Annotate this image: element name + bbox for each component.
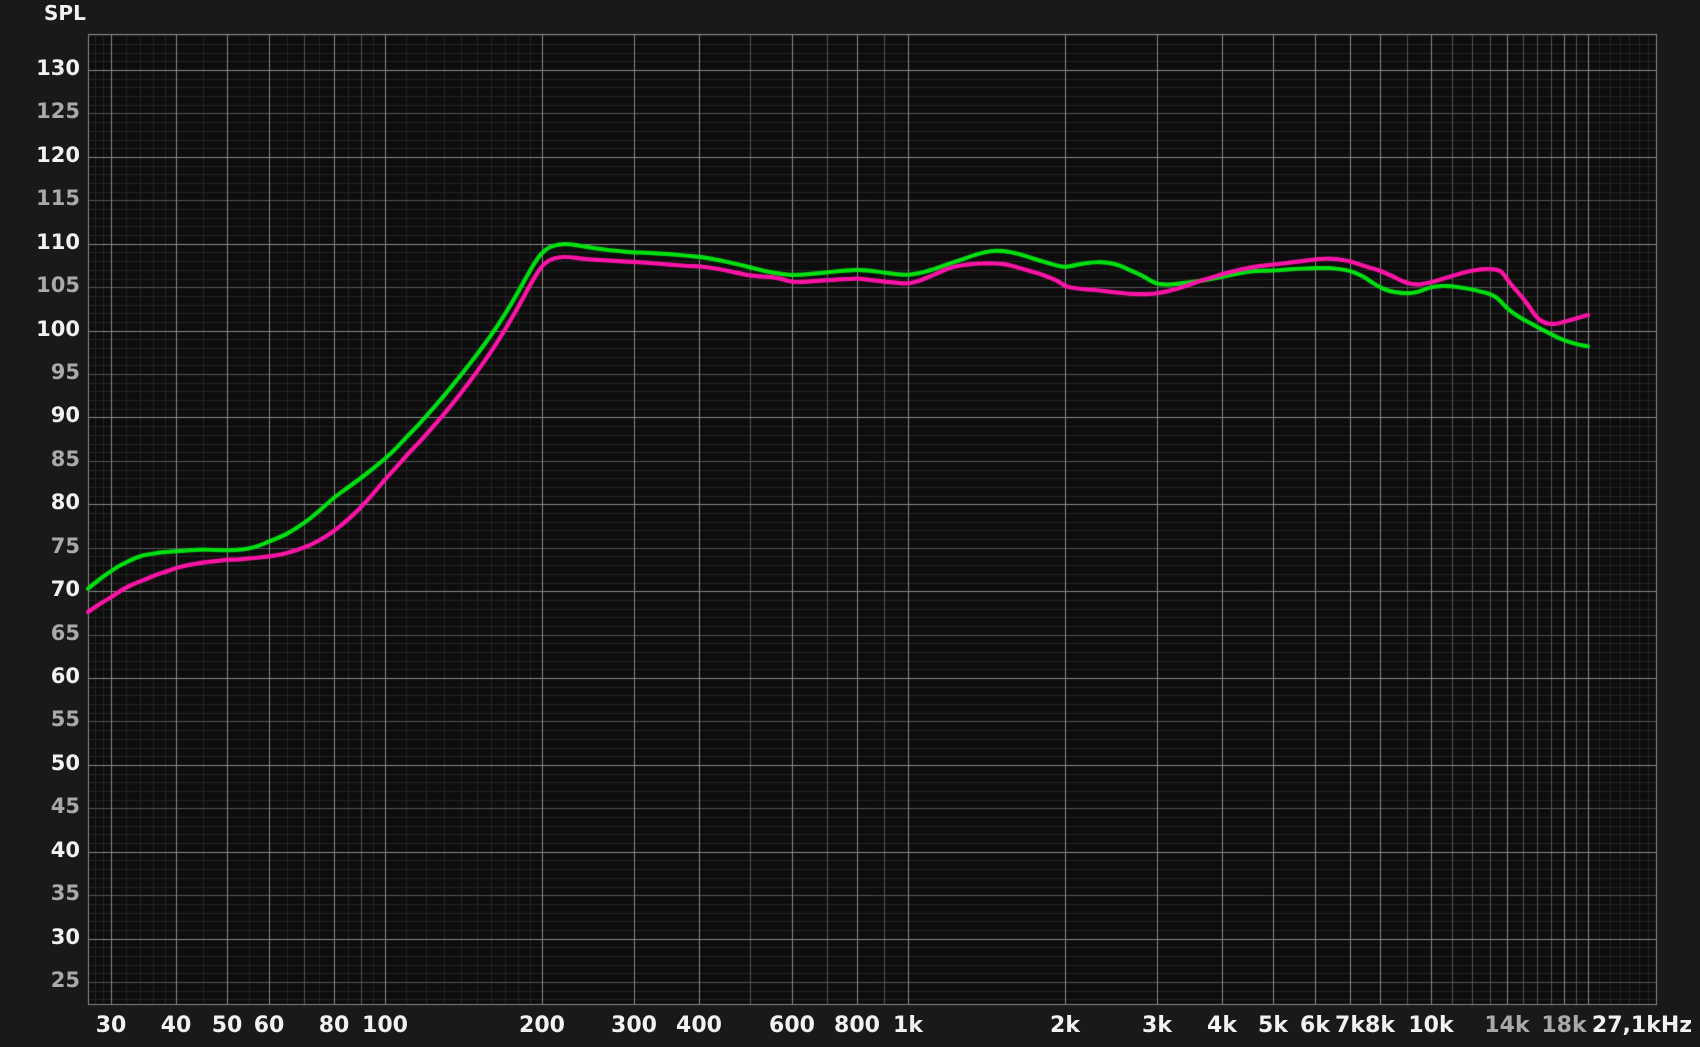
y-tick-label: 115	[36, 186, 80, 210]
x-tick-label: 8k	[1365, 1013, 1395, 1038]
x-tick-label: 300	[611, 1013, 657, 1038]
x-tick-label: 18k	[1541, 1013, 1587, 1038]
x-tick-label: 4k	[1207, 1013, 1237, 1038]
y-tick-label: 105	[36, 273, 80, 297]
x-tick-label: 30	[95, 1013, 127, 1038]
x-tick-label: 200	[519, 1013, 565, 1038]
x-tick-label: 80	[318, 1013, 350, 1038]
y-tick-label: 50	[50, 751, 80, 775]
x-tick-label: 50	[211, 1013, 243, 1038]
x-tick-label: 400	[676, 1013, 722, 1038]
y-tick-label: 55	[50, 707, 80, 731]
x-tick-label: 800	[834, 1013, 880, 1038]
y-tick-label: 110	[36, 230, 80, 254]
y-tick-label: 30	[50, 925, 80, 949]
y-tick-label: 130	[36, 56, 80, 80]
y-tick-label: 75	[50, 534, 80, 558]
y-axis-title: SPL	[44, 1, 86, 25]
y-tick-label: 120	[36, 143, 80, 167]
x-tick-label: 5k	[1258, 1013, 1288, 1038]
x-tick-label: 2k	[1050, 1013, 1080, 1038]
y-tick-label: 100	[36, 317, 80, 341]
y-tick-label: 80	[50, 490, 80, 514]
x-tick-label: 1k	[893, 1013, 923, 1038]
y-tick-label: 35	[50, 881, 80, 905]
y-tick-label: 40	[50, 838, 80, 862]
y-tick-label: 125	[36, 99, 80, 123]
y-tick-label: 60	[50, 664, 80, 688]
x-tick-label: 6k	[1300, 1013, 1330, 1038]
y-tick-label: 95	[50, 360, 80, 384]
y-tick-label: 25	[50, 968, 80, 992]
y-tick-label: 45	[50, 794, 80, 818]
x-tick-label: 40	[160, 1013, 192, 1038]
x-tick-label: 10k	[1408, 1013, 1454, 1038]
y-tick-label: 90	[50, 403, 80, 427]
y-tick-label: 65	[50, 621, 80, 645]
y-tick-label: 85	[50, 447, 80, 471]
x-tick-label: 27,1kHz	[1591, 1013, 1693, 1038]
x-tick-label: 60	[253, 1013, 285, 1038]
y-tick-label: 70	[50, 577, 80, 601]
x-tick-label: 600	[769, 1013, 815, 1038]
x-tick-label: 7k	[1335, 1013, 1365, 1038]
x-tick-label: 100	[362, 1013, 408, 1038]
x-tick-label: 3k	[1142, 1013, 1172, 1038]
x-tick-label: 14k	[1484, 1013, 1530, 1038]
